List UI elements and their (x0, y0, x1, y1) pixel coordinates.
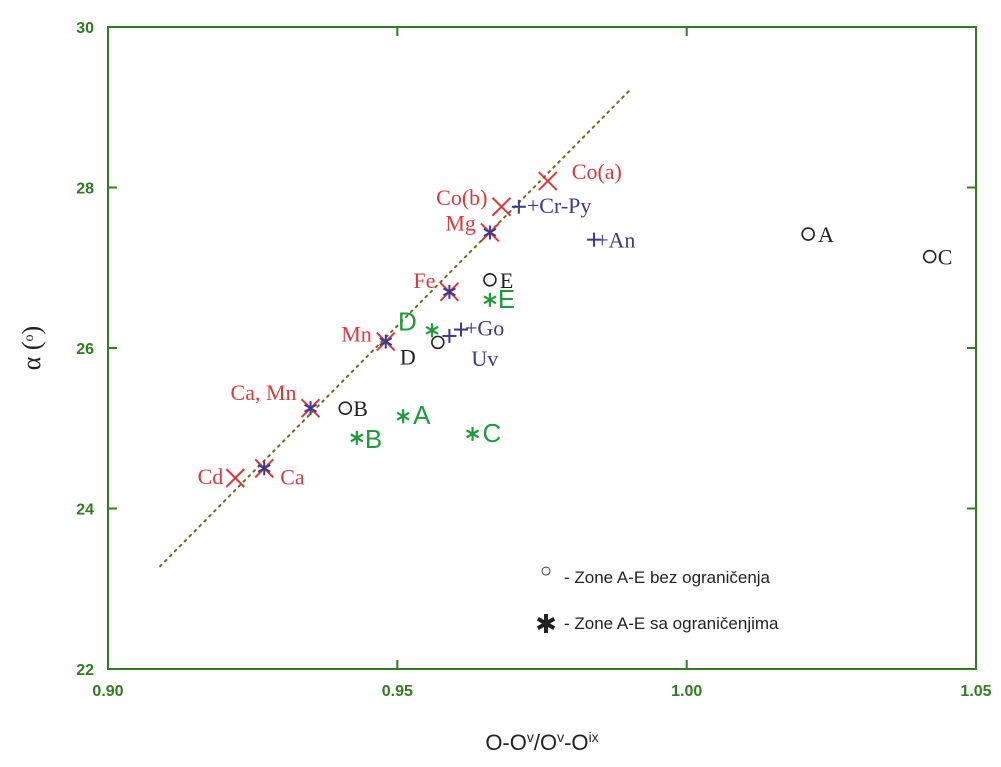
legend-entry-text: - Zone A-E bez ograničenja (564, 568, 771, 587)
data-point-o (431, 335, 445, 350)
y-axis-label-part: o (22, 334, 37, 341)
data-point-star (483, 292, 497, 307)
marker-star-stroke (425, 325, 439, 335)
data-point-x (225, 468, 246, 488)
point-label-plus-prefix: + (596, 228, 608, 253)
data-point-xstar (376, 331, 396, 352)
data-point-o (922, 249, 937, 264)
point-label-text: Cr-Py (539, 193, 591, 218)
data-point-xstar (439, 282, 460, 302)
marker-circle (431, 335, 445, 350)
trendline-layer (159, 90, 630, 568)
point-label: Mg (445, 210, 476, 235)
marker-x-stroke (538, 171, 558, 191)
point-label: E (498, 284, 515, 314)
data-point-star (466, 426, 480, 441)
data-point-o (483, 272, 497, 287)
x-axis-label-part: v (557, 729, 564, 745)
marker-star-stroke (379, 337, 393, 346)
marker-circle (483, 272, 497, 287)
data-point-x (538, 171, 558, 191)
y-tick-label: 28 (76, 181, 94, 198)
point-label: Ca (280, 464, 305, 489)
x-axis-label-part: -O (564, 730, 588, 755)
point-label: A (818, 222, 834, 247)
legend: ○ - Zone A-E bez ograničenja ✱ - Zone A-E s… (535, 560, 779, 639)
point-label: B (353, 396, 368, 421)
marker-circle (922, 249, 937, 264)
x-axis-label-part: /O (534, 730, 557, 755)
y-tick-label: 24 (76, 502, 94, 519)
x-axis-label-part: O-O (485, 730, 527, 755)
point-label: Uv (471, 346, 498, 371)
data-point-o (338, 401, 353, 415)
x-tick-label: 1.05 (960, 683, 991, 700)
legend-asterisk-icon: ✱ (535, 609, 557, 639)
point-label: Mn (341, 322, 372, 347)
data-point-star (425, 323, 439, 338)
data-point-plus (587, 232, 602, 247)
marker-star-stroke (396, 411, 410, 421)
data-point-plus (511, 199, 526, 214)
data-point-star (396, 409, 410, 424)
x-tick-label: 1.00 (671, 683, 702, 700)
point-label-plus-prefix: + (527, 193, 539, 218)
point-label: C (483, 418, 502, 448)
data-point-plus (453, 322, 468, 337)
marker-circle (338, 401, 353, 415)
point-label-text: An (609, 228, 636, 253)
point-label: D (398, 306, 417, 336)
x-axis-label: O-Ov/Ov-Oix (485, 729, 598, 755)
marker-star-stroke (350, 433, 364, 443)
marker-star-stroke (483, 228, 497, 237)
marker-star-stroke (304, 403, 318, 413)
data-point-star (350, 430, 364, 445)
y-tick-label: 22 (76, 662, 94, 679)
point-label: Co(b) (436, 185, 487, 210)
y-tick-label: 30 (76, 20, 94, 37)
data-point-plus (442, 328, 457, 343)
point-label: +An (596, 228, 635, 253)
data-point-o (801, 227, 815, 241)
x-tick-label: 0.90 (92, 683, 123, 700)
marker-star-stroke (483, 295, 497, 305)
point-label-plus-prefix: + (465, 316, 477, 341)
marker-x-stroke (225, 468, 246, 488)
point-label: E (500, 268, 513, 293)
point-label: Co(a) (572, 159, 622, 184)
point-label: A (413, 400, 431, 430)
point-label-text: Go (477, 316, 504, 341)
marker-star-stroke (257, 464, 271, 473)
y-tick-label: 26 (76, 341, 94, 358)
point-label: Ca, Mn (231, 380, 297, 405)
marker-circle (801, 227, 815, 241)
data-point-x (491, 197, 512, 217)
point-label: Fe (413, 268, 435, 293)
point-label: +Go (465, 316, 504, 341)
x-axis-label-part: ix (589, 729, 599, 745)
y-axis-label: α (o) (17, 326, 46, 370)
legend-entry-text: - Zone A-E sa ograničenjima (564, 614, 779, 633)
data-point-xstar (300, 398, 321, 418)
legend-circle-icon: ○ (540, 560, 552, 582)
point-label: +Cr-Py (527, 193, 592, 218)
x-tick-label: 0.95 (382, 683, 413, 700)
data-point-xstar (480, 222, 500, 243)
marker-star-stroke (442, 287, 456, 297)
y-axis-label-part: ) (17, 326, 46, 335)
point-label: C (938, 245, 953, 270)
y-axis-label-part: α ( (17, 341, 46, 370)
marker-star-stroke (466, 429, 480, 439)
trendline (159, 90, 630, 568)
point-label: D (400, 344, 416, 369)
x-axis-label-part: v (527, 729, 534, 745)
data-points (225, 171, 937, 488)
data-point-xstar (254, 458, 274, 479)
marker-x-stroke (491, 197, 512, 217)
point-label: Cd (198, 464, 224, 489)
point-label: B (365, 424, 382, 454)
